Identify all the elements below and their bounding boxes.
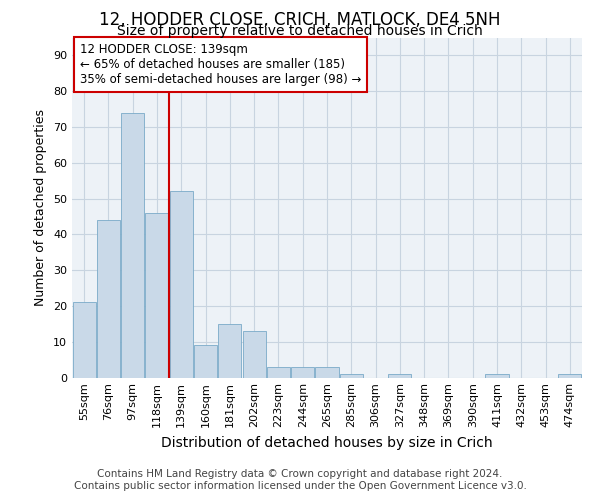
Bar bbox=[485, 374, 509, 378]
Bar bbox=[194, 346, 217, 378]
Bar bbox=[316, 367, 338, 378]
Bar bbox=[121, 112, 144, 378]
Y-axis label: Number of detached properties: Number of detached properties bbox=[34, 109, 47, 306]
X-axis label: Distribution of detached houses by size in Crich: Distribution of detached houses by size … bbox=[161, 436, 493, 450]
Bar bbox=[170, 192, 193, 378]
Bar bbox=[388, 374, 412, 378]
Bar bbox=[73, 302, 95, 378]
Text: 12 HODDER CLOSE: 139sqm
← 65% of detached houses are smaller (185)
35% of semi-d: 12 HODDER CLOSE: 139sqm ← 65% of detache… bbox=[80, 42, 361, 86]
Bar bbox=[267, 367, 290, 378]
Bar bbox=[145, 213, 169, 378]
Bar bbox=[291, 367, 314, 378]
Bar bbox=[559, 374, 581, 378]
Bar bbox=[97, 220, 120, 378]
Text: 12, HODDER CLOSE, CRICH, MATLOCK, DE4 5NH: 12, HODDER CLOSE, CRICH, MATLOCK, DE4 5N… bbox=[99, 11, 501, 29]
Text: Size of property relative to detached houses in Crich: Size of property relative to detached ho… bbox=[117, 24, 483, 38]
Bar bbox=[242, 331, 266, 378]
Bar bbox=[340, 374, 363, 378]
Bar bbox=[218, 324, 241, 378]
Text: Contains HM Land Registry data © Crown copyright and database right 2024.
Contai: Contains HM Land Registry data © Crown c… bbox=[74, 470, 526, 491]
